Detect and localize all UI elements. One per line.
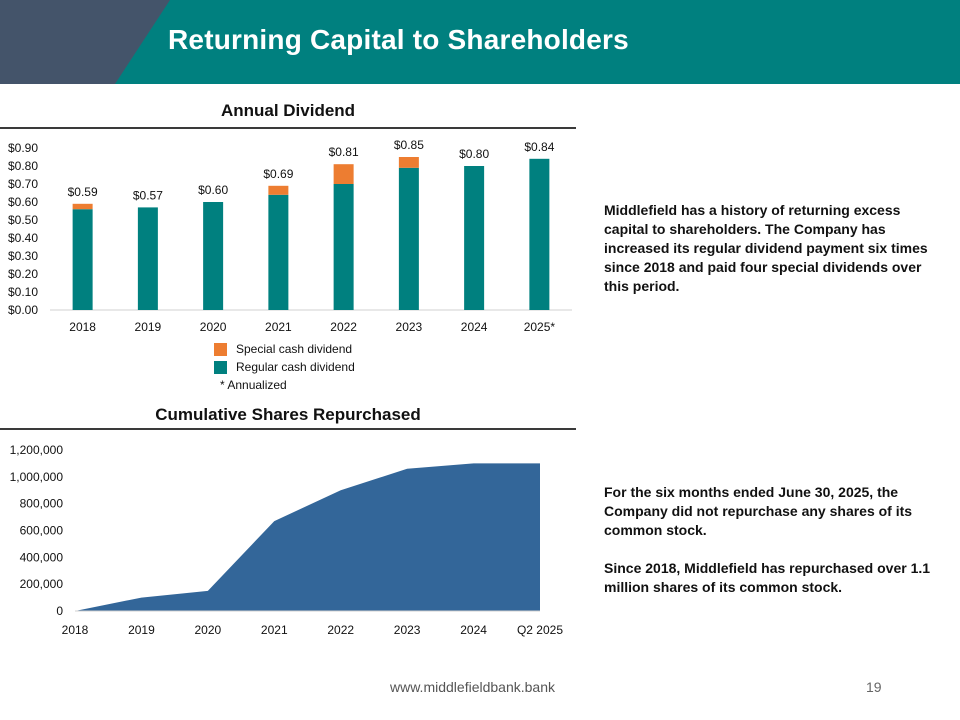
data-label: $0.57 (133, 188, 163, 202)
bar-regular-2023 (398, 167, 419, 310)
bar-regular-2024 (464, 166, 485, 310)
y-tick-label: 1,000,000 (10, 470, 64, 484)
y-tick-label: $0.70 (8, 177, 38, 191)
repurchase-chart: 0 200,000 400,000 600,000 800,000 1,000,000 1,… (10, 443, 564, 637)
y-tick-label: $0.30 (8, 249, 38, 263)
legend-label-regular: Regular cash dividend (236, 360, 355, 374)
dividend-paragraph: Middlefield has a history of returning e… (604, 202, 928, 294)
x-tick-label: 2023 (396, 320, 423, 334)
bar-regular-2018 (72, 209, 93, 310)
data-label: $0.81 (329, 145, 359, 159)
legend-swatch-special (214, 342, 227, 356)
data-label: $0.85 (394, 138, 424, 152)
repurchase-chart-title: Cumulative Shares Repurchased (155, 405, 421, 424)
bar-regular-2021 (268, 194, 289, 310)
header-banner: Returning Capital to Shareholders (0, 0, 960, 84)
legend-item-special: Special cash dividend (214, 340, 355, 358)
bar-special-2022 (333, 164, 354, 184)
y-tick-label: 800,000 (20, 497, 64, 511)
data-label: $0.60 (198, 183, 228, 197)
repurchase-paragraph-1: For the six months ended June 30, 2025, … (604, 484, 913, 538)
legend-item-regular: Regular cash dividend (214, 358, 355, 376)
data-label: $0.59 (68, 185, 98, 199)
y-tick-label: $0.90 (8, 141, 38, 155)
bar-regular-2022 (333, 184, 354, 310)
y-tick-label: 200,000 (20, 577, 64, 591)
x-tick-label: 2020 (200, 320, 227, 334)
page-number: 19 (866, 679, 882, 695)
x-tick-label: 2025* (524, 320, 556, 334)
header-background (0, 0, 960, 84)
y-tick-label: $0.40 (8, 231, 38, 245)
y-tick-label: 600,000 (20, 524, 64, 538)
repurchase-title-rule (0, 428, 576, 430)
dividend-text: Middlefield has a history of returning e… (604, 201, 940, 296)
x-tick-label: 2022 (330, 320, 357, 334)
bar-special-2018 (72, 203, 93, 210)
page-title: Returning Capital to Shareholders (168, 24, 629, 55)
x-tick-label: 2023 (394, 623, 421, 637)
data-label: $0.69 (263, 167, 293, 181)
y-tick-label: 1,200,000 (10, 443, 64, 457)
data-label: $0.80 (459, 147, 489, 161)
x-tick-label: 2020 (195, 623, 222, 637)
x-tick-label: 2022 (327, 623, 354, 637)
y-tick-label: 0 (56, 604, 63, 618)
x-tick-label: 2018 (62, 623, 89, 637)
dividend-legend: Special cash dividend Regular cash divid… (214, 340, 355, 394)
repurchase-text: For the six months ended June 30, 2025, … (604, 483, 940, 597)
x-tick-label: 2019 (135, 320, 162, 334)
bar-special-2023 (398, 157, 419, 168)
legend-label-special: Special cash dividend (236, 342, 353, 356)
y-tick-label: $0.80 (8, 159, 38, 173)
bar-regular-2025 (529, 158, 550, 310)
repurchase-paragraph-2: Since 2018, Middlefield has repurchased … (604, 560, 931, 595)
x-tick-label: 2018 (69, 320, 96, 334)
x-tick-label: 2021 (265, 320, 292, 334)
x-tick-label: Q2 2025 (517, 623, 563, 637)
repurchase-area (75, 463, 540, 611)
legend-note-annualized: * Annualized (220, 378, 287, 392)
y-tick-label: $0.50 (8, 213, 38, 227)
legend-swatch-regular (214, 360, 227, 374)
y-tick-label: 400,000 (20, 550, 64, 564)
dividend-title-rule (0, 127, 576, 129)
x-tick-label: 2024 (460, 623, 487, 637)
x-tick-label: 2021 (261, 623, 288, 637)
x-tick-label: 2019 (128, 623, 155, 637)
y-tick-label: $0.60 (8, 195, 38, 209)
x-tick-label: 2024 (461, 320, 488, 334)
y-tick-label: $0.10 (8, 285, 38, 299)
y-tick-label: $0.00 (8, 303, 38, 317)
footer-url: www.middlefieldbank.bank (390, 679, 555, 695)
data-label: $0.84 (524, 140, 554, 154)
dividend-chart: $0.00 $0.10 $0.20 $0.30 $0.40 $0.50 $0.60 $0.70… (8, 138, 572, 334)
bar-special-2021 (268, 185, 289, 195)
dividend-chart-title: Annual Dividend (220, 101, 356, 120)
bar-regular-2019 (137, 207, 158, 310)
y-tick-label: $0.20 (8, 267, 38, 281)
bar-regular-2020 (203, 202, 224, 310)
